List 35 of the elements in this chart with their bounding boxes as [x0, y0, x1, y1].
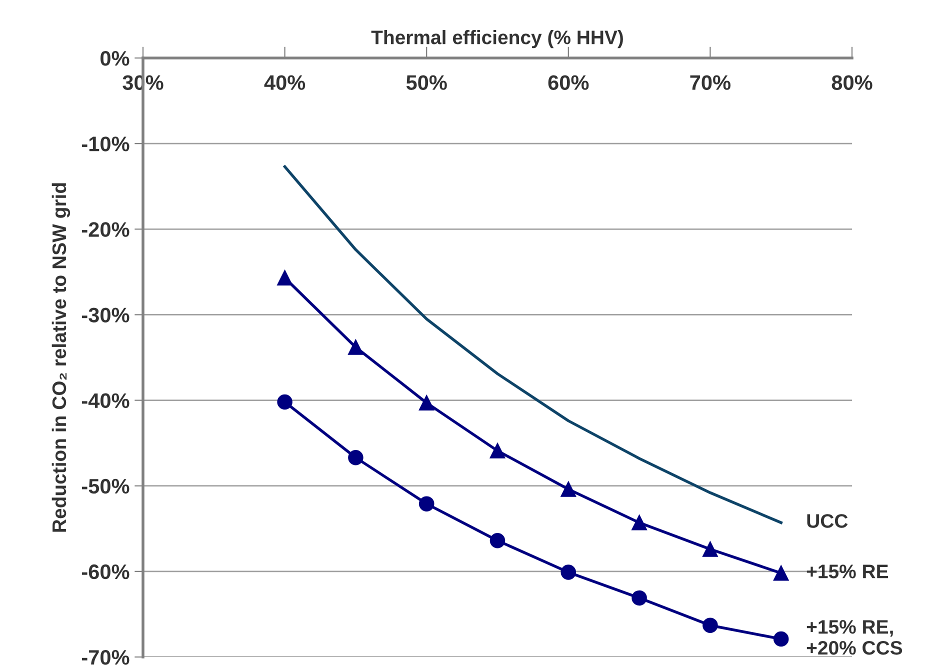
- series-label: UCC: [807, 514, 848, 528]
- point: [702, 542, 718, 557]
- y-tick-label: -60%: [82, 564, 130, 580]
- y-tick-label: -20%: [82, 222, 130, 237]
- x-tick-label: 60%: [548, 75, 589, 90]
- point: [277, 270, 292, 286]
- y-tick-label: -30%: [82, 308, 130, 322]
- y-tick-label: -50%: [82, 478, 130, 494]
- point: [490, 532, 506, 548]
- y-axis-title: Reduction in CO₂ relative to NSW grid: [52, 183, 70, 532]
- point: [277, 394, 292, 410]
- point: [773, 566, 789, 581]
- point: [702, 618, 718, 633]
- point: [490, 443, 506, 458]
- y-tick-label: 0%: [100, 51, 130, 66]
- x-tick-label: 50%: [406, 75, 447, 90]
- series-label: +15% RE: [806, 564, 888, 578]
- point: [348, 450, 364, 466]
- y-tick-label: -10%: [82, 136, 130, 152]
- y-tick-label: -40%: [82, 393, 130, 408]
- point: [418, 395, 434, 410]
- x-axis-title: Thermal efficiency (% HHV): [371, 30, 623, 48]
- point: [418, 496, 434, 512]
- point: [560, 482, 576, 497]
- point: [560, 564, 576, 580]
- line-series: [283, 165, 782, 524]
- point: [773, 631, 789, 647]
- series-label: +15% RE, +20% CCS: [806, 620, 902, 655]
- point: [348, 340, 364, 355]
- y-tick-label: -70%: [82, 650, 130, 665]
- x-tick-label: 80%: [832, 75, 872, 90]
- point: [632, 515, 647, 530]
- point: [632, 590, 647, 606]
- x-tick-label: 40%: [264, 75, 306, 90]
- x-tick-label: 70%: [690, 75, 730, 90]
